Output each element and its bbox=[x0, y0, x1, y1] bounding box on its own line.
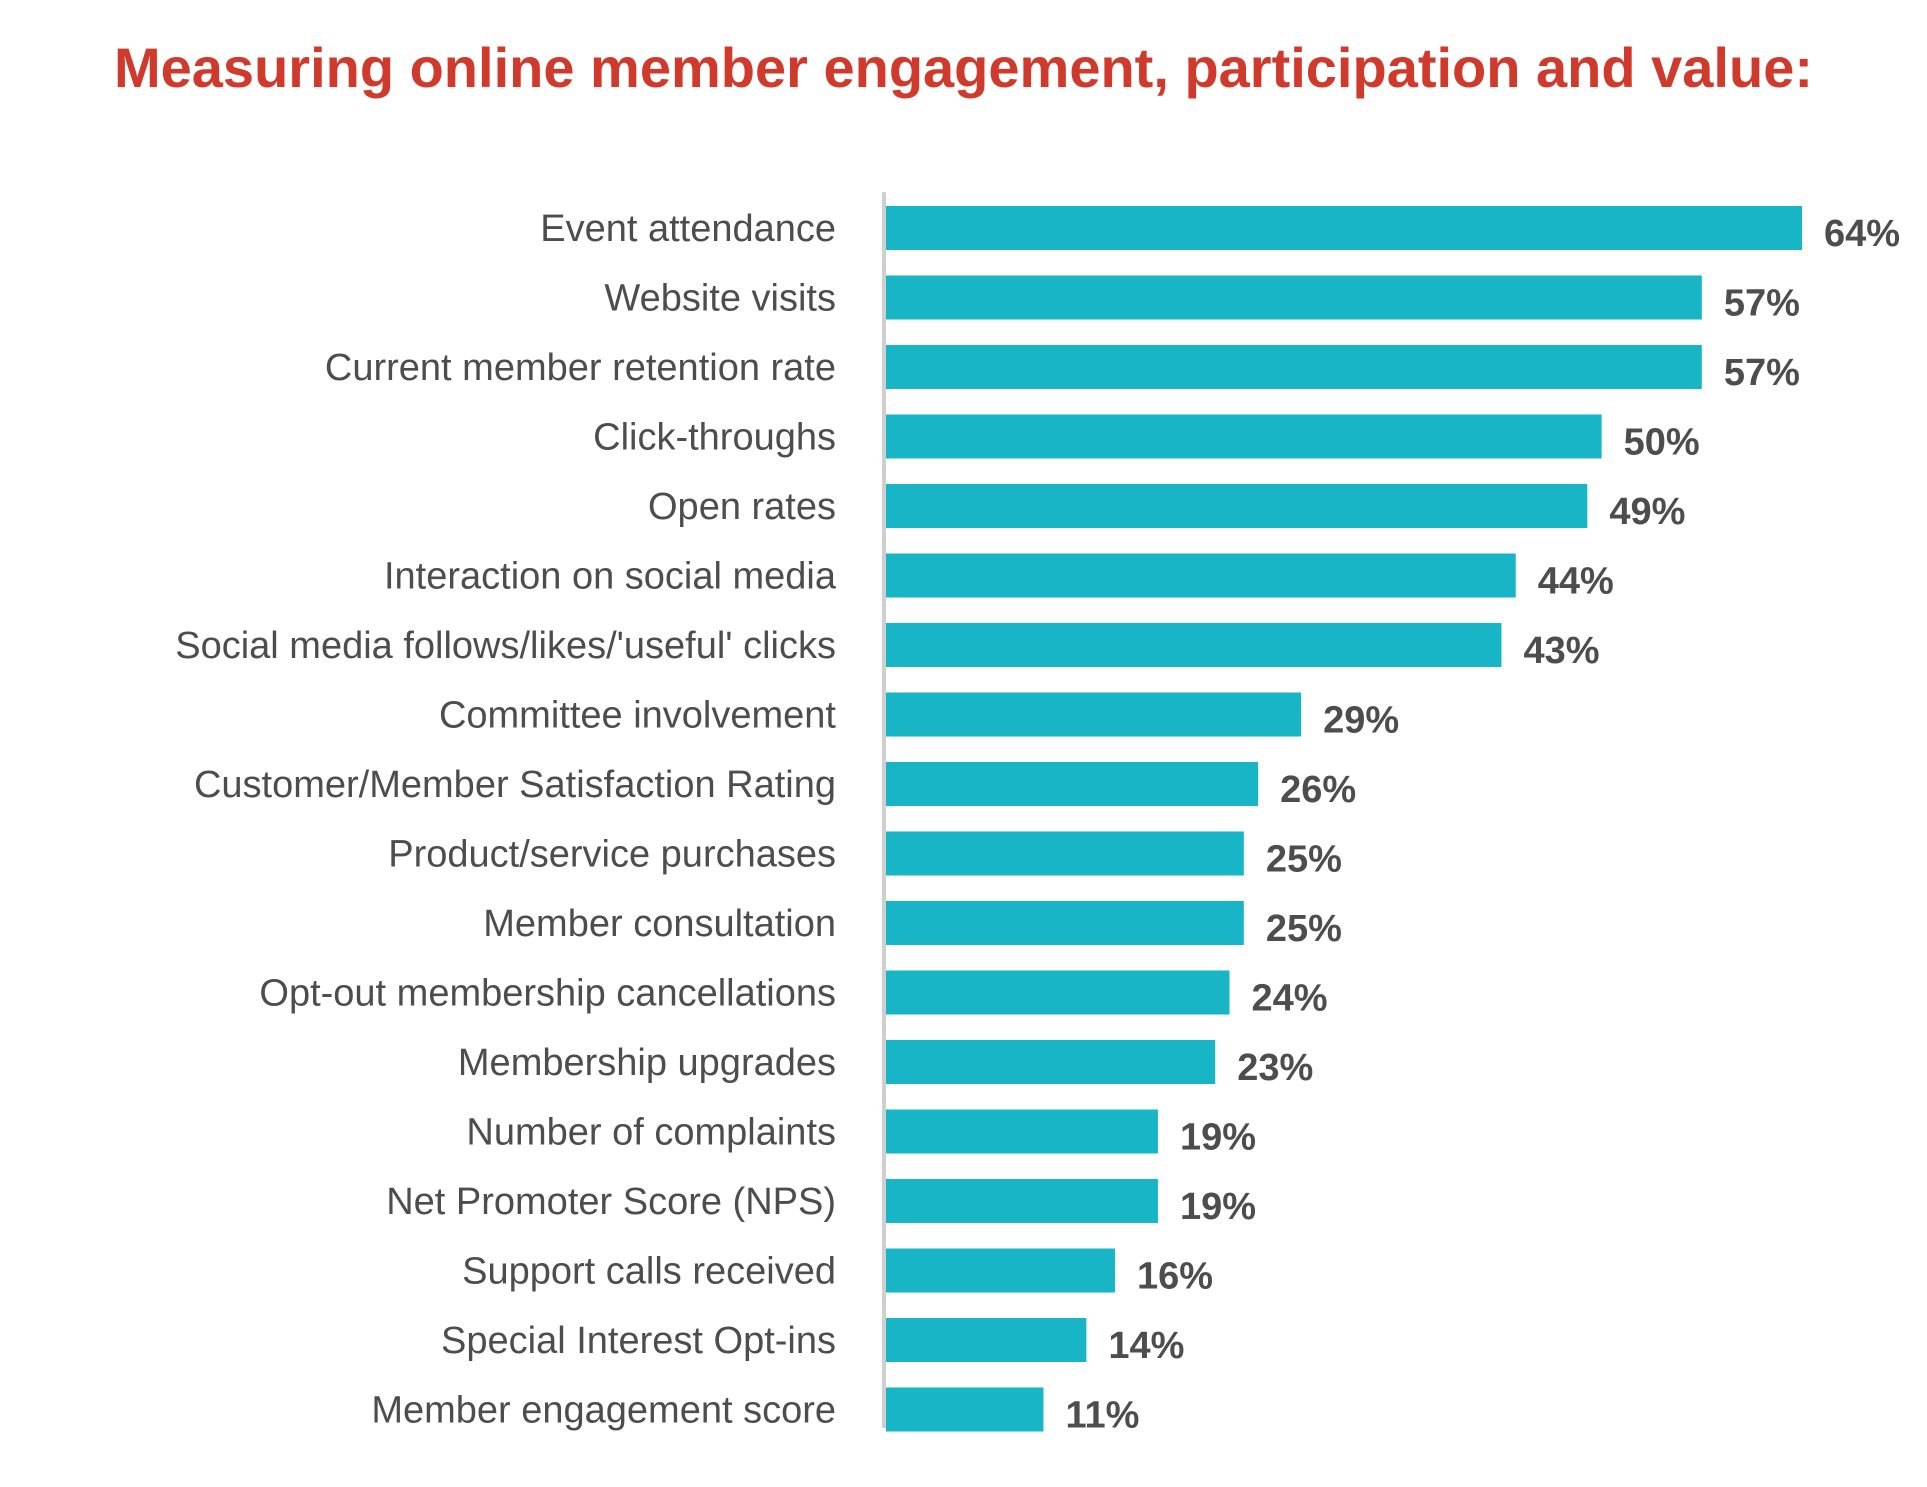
bar bbox=[886, 1387, 1044, 1432]
category-label: Membership upgrades bbox=[458, 1042, 836, 1084]
bar bbox=[886, 1109, 1158, 1154]
bar bbox=[886, 1040, 1216, 1084]
value-label: 24% bbox=[1252, 978, 1328, 1020]
category-label: Current member retention rate bbox=[325, 347, 836, 389]
bar bbox=[886, 484, 1588, 528]
value-label: 43% bbox=[1523, 630, 1599, 672]
value-label: 57% bbox=[1724, 352, 1800, 394]
value-label: 14% bbox=[1108, 1325, 1184, 1367]
chart-title: Measuring online member engagement, part… bbox=[113, 36, 1813, 99]
bar bbox=[886, 1179, 1158, 1223]
value-label: 16% bbox=[1137, 1256, 1213, 1298]
value-label: 23% bbox=[1237, 1047, 1313, 1089]
category-label: Website visits bbox=[604, 278, 836, 320]
category-label: Open rates bbox=[648, 486, 836, 528]
category-label: Committee involvement bbox=[439, 695, 836, 737]
value-label: 11% bbox=[1065, 1395, 1139, 1437]
category-label: Interaction on social media bbox=[384, 556, 837, 598]
value-label: 44% bbox=[1538, 561, 1614, 603]
category-label: Product/service purchases bbox=[388, 834, 836, 876]
value-label: 19% bbox=[1180, 1117, 1256, 1159]
category-label: Click-throughs bbox=[593, 417, 836, 459]
category-label: Customer/Member Satisfaction Rating bbox=[194, 764, 836, 806]
category-label: Member engagement score bbox=[371, 1390, 836, 1432]
bar bbox=[886, 1318, 1087, 1362]
category-label: Number of complaints bbox=[466, 1112, 836, 1154]
value-label: 19% bbox=[1180, 1186, 1256, 1228]
bars-group: Event attendance 64% Website visits 57% Curr… bbox=[175, 206, 1900, 1437]
bar bbox=[886, 275, 1702, 320]
category-label: Net Promoter Score (NPS) bbox=[386, 1181, 836, 1223]
value-label: 49% bbox=[1609, 491, 1685, 533]
value-label: 25% bbox=[1266, 839, 1342, 881]
bar bbox=[886, 206, 1802, 250]
category-label: Event attendance bbox=[540, 208, 836, 250]
bar bbox=[886, 623, 1502, 667]
value-label: 57% bbox=[1724, 283, 1800, 325]
bar bbox=[886, 901, 1244, 945]
bar bbox=[886, 762, 1259, 806]
value-label: 29% bbox=[1323, 700, 1399, 742]
category-label: Member consultation bbox=[483, 903, 836, 945]
category-label: Support calls received bbox=[462, 1251, 836, 1293]
value-label: 50% bbox=[1624, 422, 1700, 464]
value-label: 26% bbox=[1280, 769, 1356, 811]
value-label: 64% bbox=[1824, 213, 1900, 255]
bar bbox=[886, 1248, 1115, 1293]
bar bbox=[886, 553, 1516, 598]
category-label: Opt-out membership cancellations bbox=[259, 973, 836, 1015]
bar bbox=[886, 414, 1602, 459]
bar bbox=[886, 345, 1702, 389]
value-label: 25% bbox=[1266, 908, 1342, 950]
bar bbox=[886, 970, 1230, 1015]
category-label: Special Interest Opt-ins bbox=[441, 1320, 836, 1362]
bar bbox=[886, 692, 1302, 737]
category-label: Social media follows/likes/'useful' clic… bbox=[175, 625, 836, 667]
bar bbox=[886, 831, 1244, 876]
